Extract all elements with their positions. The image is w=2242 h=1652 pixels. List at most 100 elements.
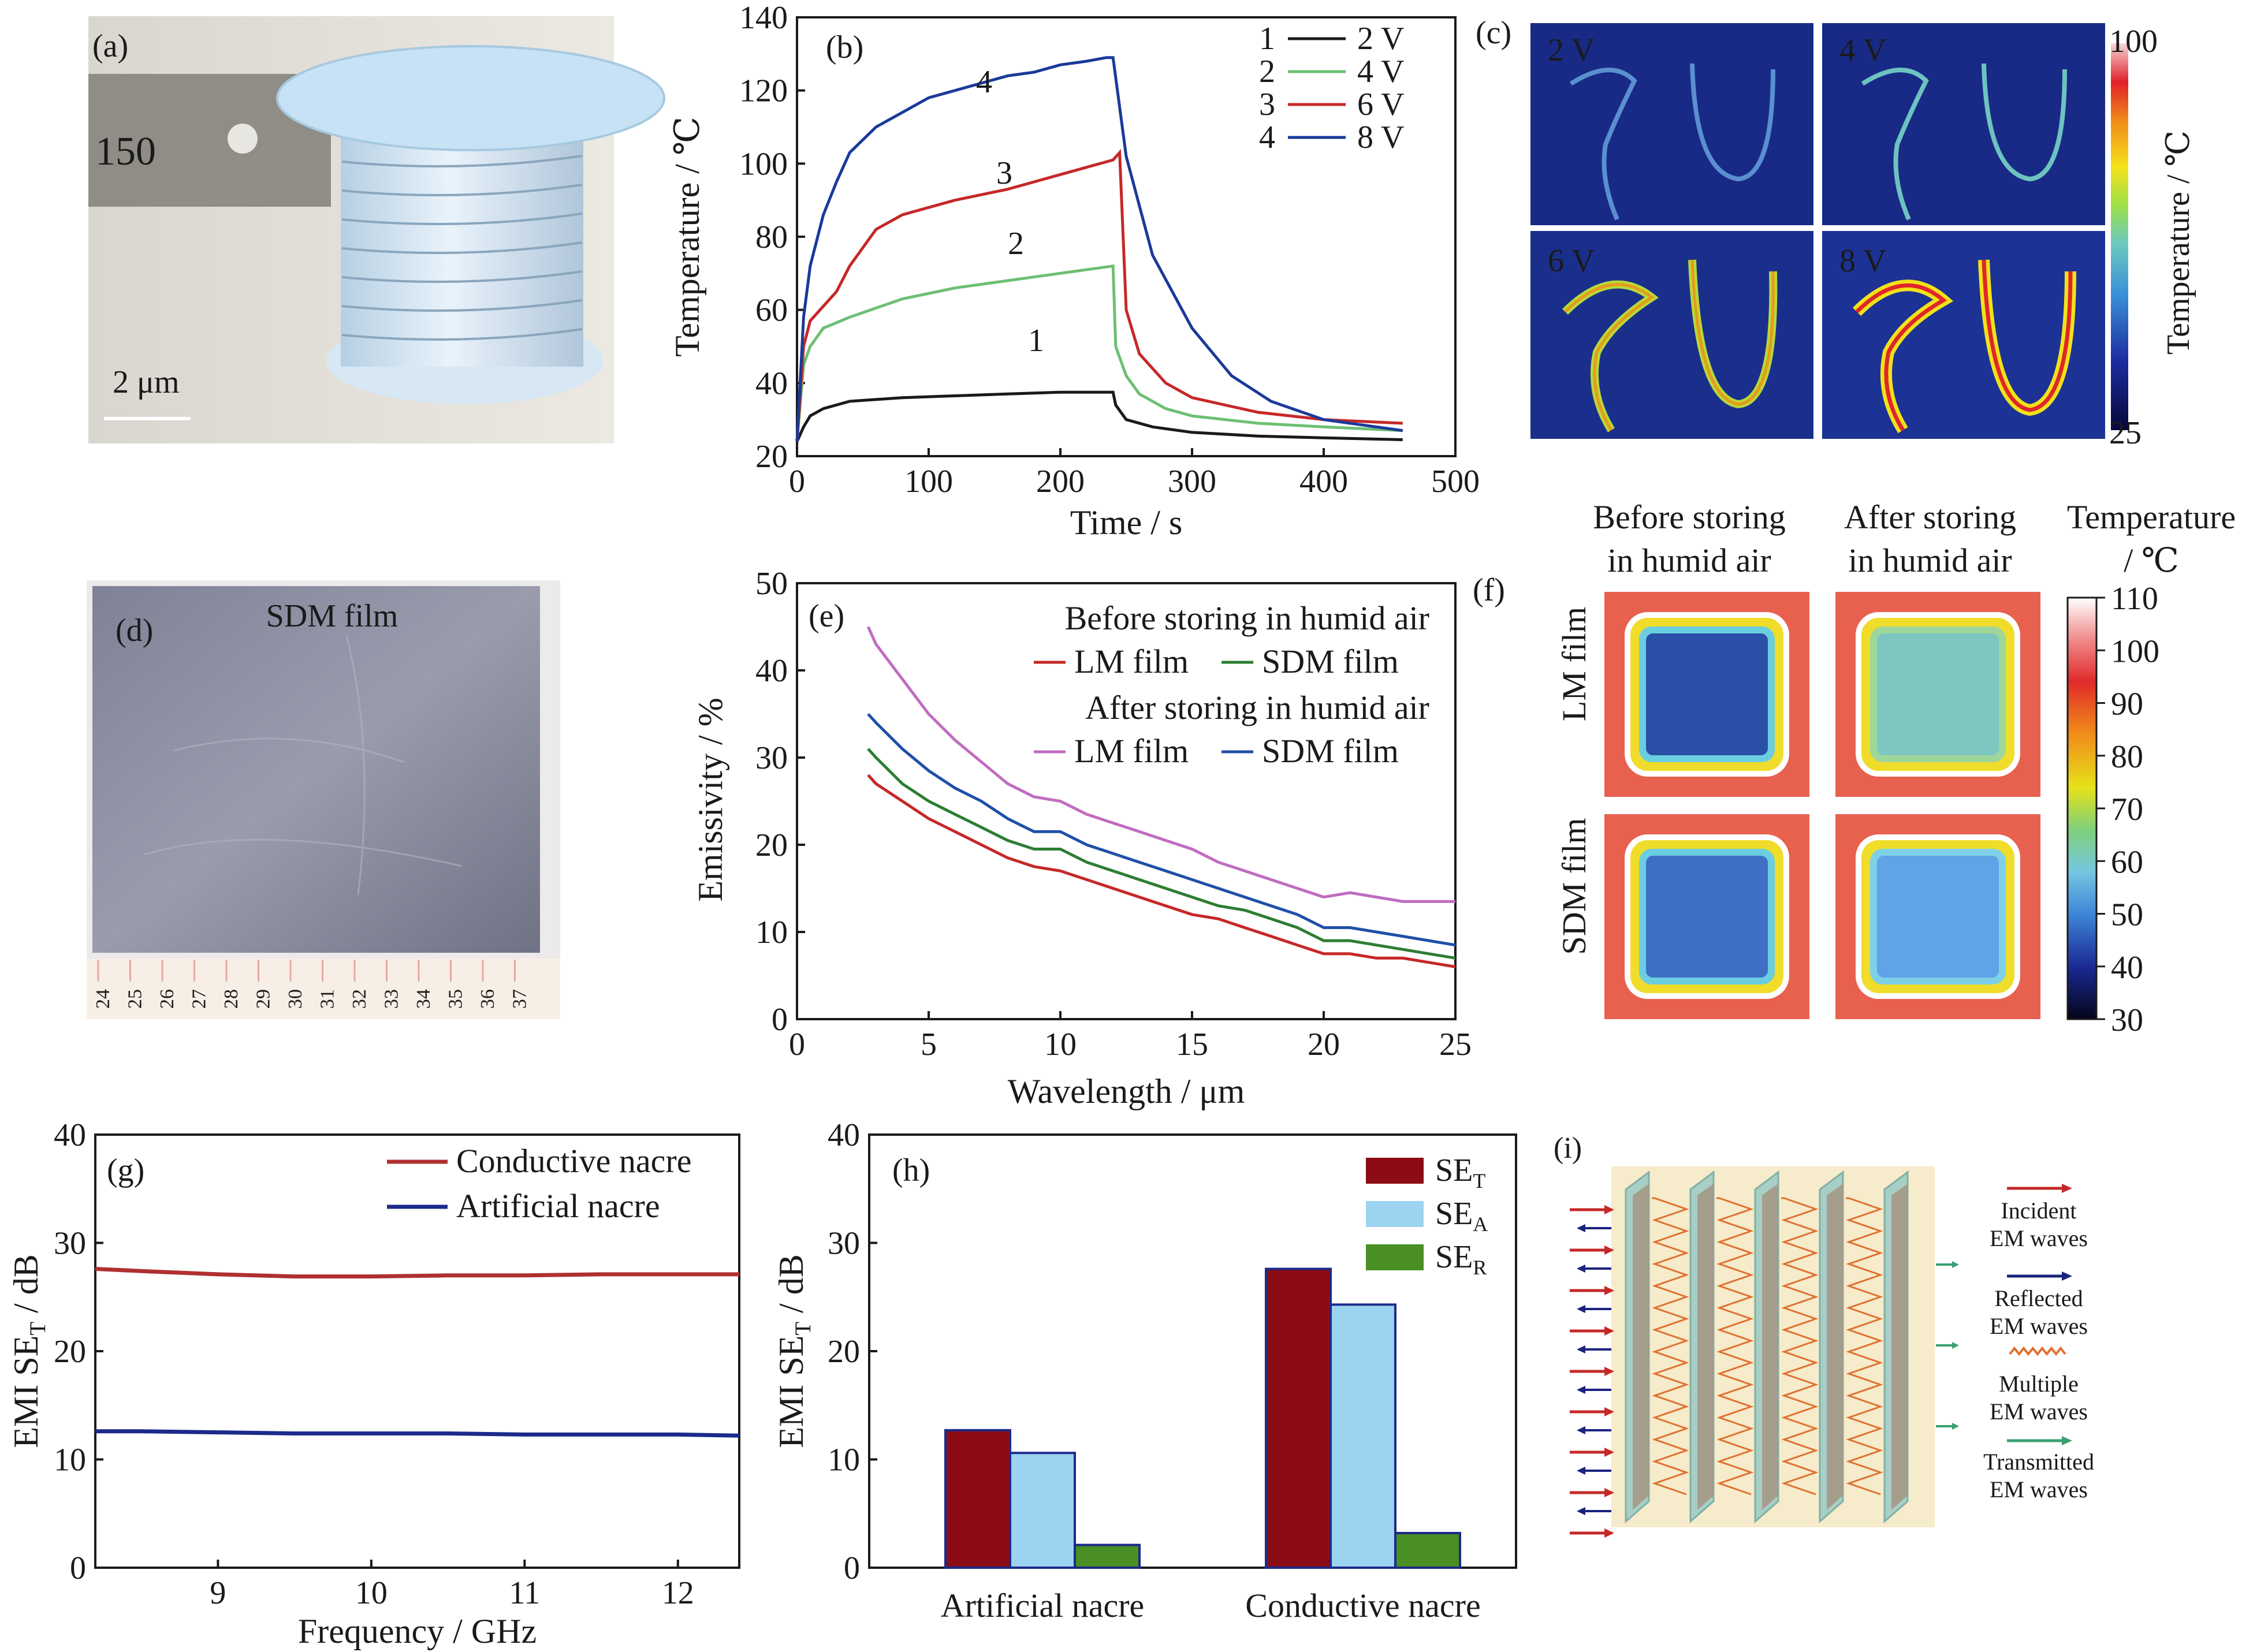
col-header-before-2: in humid air (1607, 542, 1771, 579)
cb-title-2: / ℃ (2124, 542, 2179, 579)
ruler-tick-label: 30 (285, 989, 306, 1009)
nacre-layer (1633, 1184, 1649, 1510)
curve-tag-2: 2 (1008, 226, 1024, 262)
f-colorbar-ticks: 110 100 90 80 70 60 50 40 30 (2096, 581, 2159, 1038)
y-tick-label: 30 (828, 1226, 860, 1262)
y-tick-label: 30 (755, 740, 788, 776)
legend-num: 1 (1259, 21, 1275, 57)
legend-label: SER (1435, 1239, 1487, 1279)
nacre-layer (1697, 1184, 1714, 1510)
ruler-ticks: 24 25 26 27 28 29 30 31 32 33 34 35 36 37 (92, 960, 531, 1009)
legend-reflected-2: EM waves (1990, 1313, 2088, 1339)
x-tick-label: 25 (1439, 1027, 1472, 1062)
reflected-arrow-head (1577, 1305, 1585, 1313)
series-line-1 (95, 1429, 740, 1438)
thermal-lm-after (1835, 592, 2040, 797)
incident-arrow-head (1604, 1205, 1614, 1214)
y-tick-label: 10 (755, 915, 788, 950)
x-tick-label: 100 (904, 464, 953, 499)
col-header-after-1: After storing (1844, 498, 2016, 536)
legend-transmitted-2: EM waves (1990, 1476, 2088, 1502)
y-axis-label: Temperature / ℃ (668, 117, 706, 357)
ruler-hole (228, 124, 258, 154)
series-line-0 (95, 1267, 739, 1279)
wave-arrows (1570, 1205, 1959, 1538)
y-tick-label: 10 (828, 1442, 860, 1478)
legend-label: 8 V (1357, 120, 1404, 155)
series-line-2 (866, 626, 1455, 903)
legend-num: 2 (1259, 54, 1275, 90)
legend-incident-2: EM waves (1990, 1225, 2088, 1251)
y-axis-label-sub: T (25, 1322, 50, 1336)
x-axis-label: Time / s (1070, 504, 1183, 542)
panel-a: 150 (a) 2 μm (88, 16, 665, 443)
curve-tag-3: 3 (996, 155, 1012, 191)
legend-label: SET (1435, 1153, 1485, 1192)
legend-reflected-1: Reflected (1994, 1285, 2083, 1311)
nacre-layers (1625, 1170, 1909, 1524)
legend-after-title: After storing in humid air (1085, 689, 1429, 726)
ruler-tick-label: 27 (189, 989, 210, 1009)
legend-label-sub: R (1473, 1256, 1487, 1279)
multiple-reflection (1716, 1197, 1754, 1496)
y-tick-label: 0 (70, 1550, 86, 1586)
film-wrinkles (144, 635, 463, 896)
multiple-reflection (1652, 1197, 1689, 1496)
incident-arrow-head (1604, 1407, 1614, 1416)
col-header-after-2: in humid air (1848, 542, 2012, 579)
cb-tick-label: 40 (2111, 950, 2143, 986)
chart-b: 0 100 200 300 400 500204060801001201401234(b)… (668, 0, 1480, 542)
reflected-arrow-head (1577, 1224, 1585, 1232)
film-title: SDM film (266, 598, 399, 634)
y-tick-label: 40 (755, 653, 788, 689)
panel-label-e: (e) (809, 598, 844, 634)
transmitted-arrow-head (1952, 1261, 1959, 1268)
ir-colorbar-min: 25 (2109, 415, 2142, 451)
ir-image-6v: 6 V (1530, 231, 1813, 439)
incident-arrow-head (1604, 1448, 1614, 1457)
legend-before-title: Before storing in humid air (1065, 599, 1429, 637)
legend-label: LM film (1074, 732, 1189, 770)
reflected-arrow-head (1577, 1386, 1585, 1394)
series-line-1 (867, 748, 1456, 960)
curve-tag-1: 1 (1028, 323, 1044, 359)
y-tick-label: 40 (828, 1117, 860, 1153)
category-label: Artificial nacre (941, 1587, 1145, 1624)
ir-image-2v: 2 V (1530, 23, 1813, 225)
legend-label: Conductive nacre (456, 1142, 691, 1180)
ir-label-4v: 4 V (1839, 32, 1886, 68)
cb-title-1: Temperature (2067, 498, 2236, 536)
bar-SE_A-1 (1329, 1303, 1396, 1569)
wound-fiber (341, 155, 583, 341)
y-tick-label: 80 (755, 219, 788, 255)
x-tick-label: 10 (1044, 1027, 1077, 1062)
ir-label-6v: 6 V (1548, 243, 1595, 279)
legend-incident-1: Incident (2001, 1198, 2076, 1224)
ruler-tick-label: 28 (221, 989, 242, 1009)
category-label: Conductive nacre (1245, 1587, 1480, 1624)
cb-tick-label: 100 (2111, 633, 2159, 669)
schematic-legend: Incident EM waves Reflected EM waves Mul… (1983, 1184, 2094, 1502)
ir-colorbar (2111, 43, 2128, 430)
cb-tick-label: 90 (2111, 687, 2143, 722)
reflected-arrow-head (1577, 1507, 1585, 1515)
legend-label: 4 V (1357, 54, 1404, 90)
cb-tick-label: 60 (2111, 844, 2143, 880)
ruler-tick-label: 36 (477, 989, 498, 1009)
ir-image-8v: 8 V (1822, 231, 2105, 439)
cb-tick-label: 50 (2111, 897, 2143, 933)
cb-tick-label: 110 (2111, 581, 2158, 617)
legend-swatch (1366, 1244, 1424, 1270)
plot-frame (796, 16, 1457, 457)
panel-label-c: (c) (1476, 15, 1511, 51)
panel-label-b: (b) (826, 29, 863, 65)
scale-bar-text: 2 μm (113, 364, 180, 400)
y-tick-label: 20 (755, 827, 788, 863)
x-tick-label: 200 (1036, 464, 1085, 499)
bar-SE_T-0 (944, 1429, 1011, 1569)
panel-label-i: (i) (1554, 1132, 1582, 1165)
legend-label: 2 V (1357, 21, 1404, 57)
y-tick-label: 120 (739, 73, 788, 109)
bar-SE_R-1 (1394, 1532, 1461, 1569)
ir-colorbar-max: 100 (2109, 24, 2158, 59)
